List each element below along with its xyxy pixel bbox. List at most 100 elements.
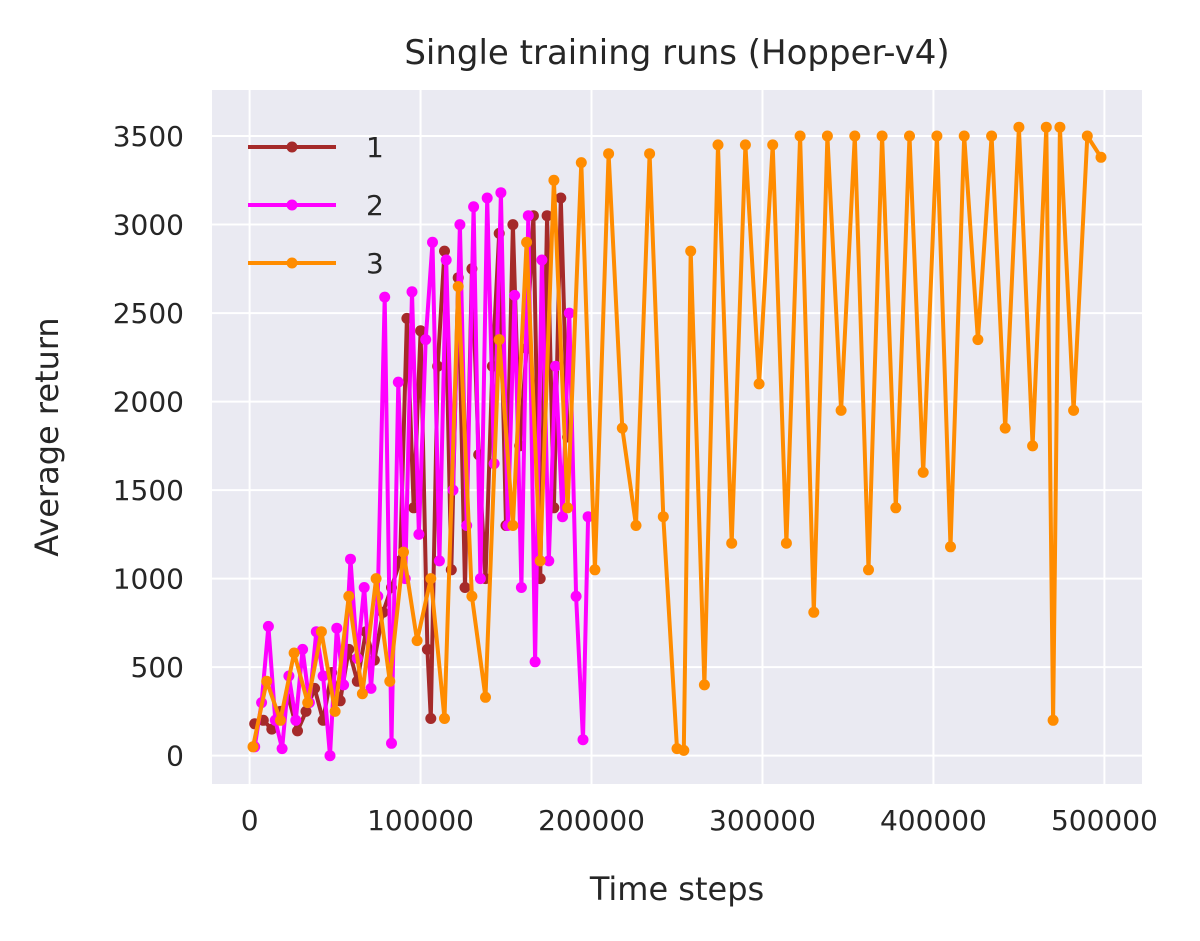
point-1-22: [425, 713, 437, 724]
point-2-23: [406, 286, 418, 298]
point-3-4: [302, 697, 314, 709]
point-2-45: [557, 511, 568, 523]
point-1-5: [292, 725, 303, 737]
point-3-28: [630, 520, 642, 531]
point-3-20: [521, 236, 533, 248]
chart-title: Single training runs (Hopper-v4): [404, 33, 949, 73]
y-tick-label-3: 1500: [113, 474, 184, 507]
point-2-21: [392, 376, 404, 388]
point-3-24: [575, 157, 587, 169]
x-tick-labels: 0 100000 200000 300000 400000 500000: [241, 804, 1158, 837]
point-2-39: [515, 582, 527, 593]
point-3-12: [411, 635, 423, 647]
point-3-5: [315, 626, 327, 638]
point-2-4: [276, 743, 288, 755]
point-3-35: [712, 139, 724, 151]
point-3-2: [274, 714, 286, 726]
point-2-46: [563, 307, 575, 319]
point-3-39: [767, 139, 779, 151]
legend-item-3: 3: [248, 247, 384, 280]
point-3-56: [999, 422, 1011, 434]
point-3-37: [739, 139, 751, 151]
point-3-50: [917, 466, 929, 478]
point-3-22: [548, 174, 560, 186]
point-3-19: [507, 520, 519, 531]
x-tick-label-0: 0: [241, 804, 259, 837]
point-3-27: [616, 422, 628, 434]
legend-item-2: 2: [248, 189, 384, 222]
point-3-32: [678, 744, 690, 756]
point-2-47: [570, 590, 582, 602]
x-axis-label: Time steps: [589, 870, 764, 908]
point-3-9: [370, 573, 382, 585]
point-3-55: [986, 130, 998, 142]
point-3-61: [1054, 121, 1066, 133]
point-3-48: [890, 502, 902, 514]
point-3-18: [493, 334, 505, 346]
point-3-23: [562, 502, 574, 514]
legend-item-1: 1: [248, 131, 384, 164]
point-2-38: [509, 289, 521, 301]
point-3-63: [1081, 130, 1093, 142]
legend-marker-3: [286, 257, 298, 269]
point-2-26: [427, 236, 438, 248]
point-2-2: [262, 620, 274, 632]
point-2-33: [474, 573, 486, 585]
point-2-20: [386, 737, 397, 749]
point-3-62: [1068, 404, 1080, 416]
y-axis-label: Average return: [28, 317, 66, 556]
y-tick-label-0: 0: [166, 740, 184, 773]
point-3-26: [603, 148, 615, 160]
y-tick-labels: 0 500 1000 1500 2000 2500 3000 3500: [113, 120, 184, 773]
x-tick-label-3: 300000: [709, 804, 816, 837]
point-3-0: [247, 741, 259, 753]
point-2-30: [454, 219, 466, 231]
point-3-13: [425, 573, 437, 585]
point-3-7: [343, 590, 355, 602]
point-1-21: [421, 643, 433, 655]
point-2-12: [331, 622, 343, 634]
point-3-44: [835, 404, 847, 416]
point-3-64: [1095, 151, 1107, 163]
point-3-41: [794, 130, 806, 142]
point-2-49: [582, 511, 594, 523]
point-2-24: [413, 528, 425, 540]
point-2-13: [338, 679, 350, 691]
point-3-8: [356, 688, 368, 700]
y-tick-label-6: 3000: [113, 209, 184, 242]
point-2-42: [536, 254, 548, 266]
point-2-11: [324, 750, 336, 762]
legend-label-2: 2: [366, 189, 384, 222]
y-tick-label-7: 3500: [113, 120, 184, 153]
point-3-29: [644, 148, 656, 160]
plot-background: [212, 90, 1142, 784]
point-1-34: [507, 219, 519, 231]
series-layer: [247, 121, 1107, 762]
point-1-39: [541, 210, 553, 222]
point-3-1: [261, 675, 273, 687]
point-2-6: [290, 714, 302, 726]
point-2-10: [317, 670, 329, 682]
point-3-46: [863, 564, 874, 576]
point-1-20: [415, 325, 427, 337]
point-3-52: [945, 541, 956, 553]
point-3-10: [384, 675, 396, 687]
point-3-43: [821, 130, 833, 142]
point-3-42: [808, 606, 820, 618]
point-2-7: [297, 643, 309, 655]
point-2-27: [433, 555, 445, 567]
point-3-59: [1040, 121, 1052, 133]
x-tick-label-1: 100000: [367, 804, 474, 837]
y-tick-label-5: 2500: [113, 297, 184, 330]
legend: 1 2 3: [248, 131, 384, 280]
point-3-51: [931, 130, 943, 142]
point-3-11: [398, 546, 409, 558]
point-3-45: [849, 130, 861, 142]
point-3-30: [657, 511, 669, 523]
point-3-21: [534, 555, 546, 567]
point-3-34: [698, 679, 710, 691]
point-1-24: [439, 245, 450, 257]
x-tick-label-5: 500000: [1051, 804, 1158, 837]
legend-label-3: 3: [366, 247, 384, 280]
point-3-60: [1047, 714, 1059, 726]
